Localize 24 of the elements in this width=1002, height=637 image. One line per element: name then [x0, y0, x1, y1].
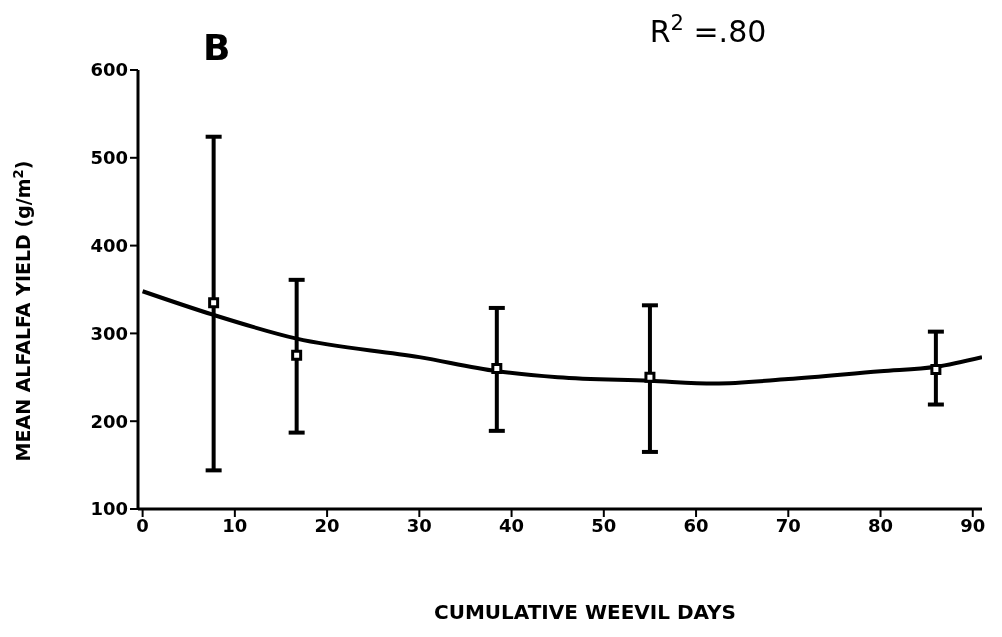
x-tick-label: 40	[499, 514, 525, 536]
x-tick-label: 10	[222, 514, 248, 536]
x-tick-label: 90	[960, 514, 986, 536]
point	[291, 349, 303, 361]
x-axis-title: CUMULATIVE WEEVIL DAYS	[434, 600, 736, 624]
x-tick-label: 60	[683, 514, 709, 536]
x-tick-label: 20	[314, 514, 340, 536]
x-tick-label: 50	[591, 514, 617, 536]
point	[930, 363, 942, 375]
y-tick-label: 500	[90, 147, 128, 169]
y-tick-label: 600	[90, 59, 128, 81]
point	[208, 297, 220, 309]
y-tick-label: 100	[90, 498, 128, 520]
x-tick-label: 70	[775, 514, 801, 536]
point	[644, 371, 656, 383]
x-tick-label: 0	[136, 514, 149, 536]
x-tick-label: 30	[406, 514, 432, 536]
x-tick-label: 80	[868, 514, 894, 536]
y-tick-label: 200	[90, 410, 128, 432]
chart-title: R$^{2}$ =.80	[649, 11, 767, 49]
text: B	[203, 27, 231, 68]
point	[491, 363, 503, 375]
y-tick-label: 300	[90, 322, 128, 344]
y-tick-label: 400	[90, 234, 128, 256]
